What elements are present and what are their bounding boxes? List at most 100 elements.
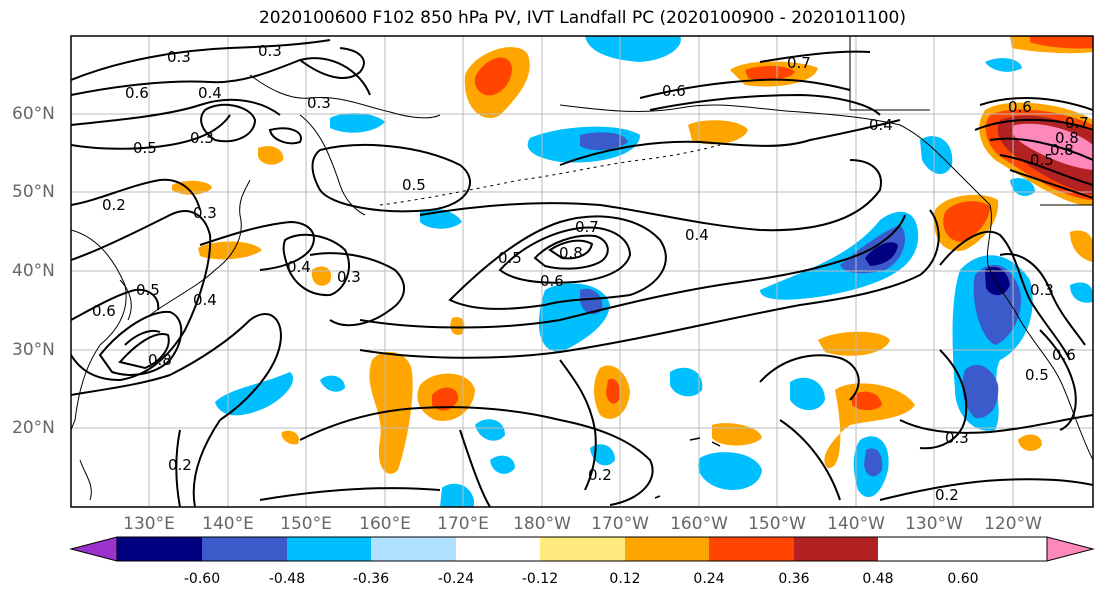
contour-label: 0.8 — [1055, 129, 1079, 147]
colorbar-swatch — [709, 537, 794, 561]
lon-label: 170°E — [437, 514, 489, 534]
contour-line — [759, 354, 860, 401]
contour-line — [419, 159, 882, 232]
contour-line — [974, 118, 1093, 131]
pv-positive-core — [943, 201, 990, 242]
lon-label: 160°W — [670, 514, 728, 534]
contour-label: 0.8 — [559, 244, 583, 262]
contour-line — [71, 39, 331, 81]
contour-line — [919, 349, 968, 450]
contour-label: 0.7 — [787, 54, 811, 72]
pv-positive-blob — [369, 351, 413, 474]
colorbar-left-extension — [69, 536, 118, 562]
colorbar-tick-label: 0.24 — [693, 571, 725, 587]
contour-line — [779, 419, 841, 501]
contour-line — [498, 226, 632, 284]
colorbar-swatch — [456, 537, 540, 561]
contour-label: 0.3 — [190, 129, 214, 147]
contour-label: 0.6 — [92, 302, 116, 320]
contour-line — [71, 57, 371, 96]
pv-negative-core — [962, 365, 999, 419]
lon-label: 150°E — [280, 514, 332, 534]
contour-line — [1039, 329, 1077, 431]
contour-label: 0.2 — [102, 196, 126, 214]
lat-label: 30°N — [12, 340, 55, 360]
contour-line — [899, 414, 1093, 434]
contour-label: 0.3 — [1030, 281, 1054, 299]
pv-positive-core — [1030, 36, 1093, 49]
pv-negative-core — [580, 288, 603, 315]
lon-label: 160°E — [359, 514, 411, 534]
contour-line — [299, 406, 654, 506]
contour-line — [200, 103, 257, 143]
pv-positive-blob — [1018, 434, 1042, 452]
pv-positive-core — [852, 391, 882, 411]
lon-label: 150°W — [748, 514, 806, 534]
contour-line — [939, 230, 1071, 361]
contour-label: 0.7 — [575, 218, 599, 236]
lat-label: 60°N — [12, 104, 55, 124]
contour-label: 0.3 — [167, 48, 191, 66]
contour-label: 0.3 — [258, 42, 282, 60]
lon-label: 130°E — [123, 514, 175, 534]
contour-line — [71, 313, 282, 421]
pv-negative-blob — [760, 211, 919, 300]
pv-negative-blob — [790, 377, 825, 411]
pv-negative-blob — [1070, 282, 1093, 303]
contour-label: 0.5 — [402, 176, 426, 194]
colorbar-swatch — [625, 537, 709, 561]
contour-line — [559, 359, 597, 491]
contour-line — [1009, 169, 1093, 199]
colorbar-tick-label: -0.36 — [352, 571, 390, 587]
contour-label: 0.7 — [1065, 114, 1089, 132]
colorbar-swatch — [794, 537, 878, 561]
contour-line — [268, 127, 302, 145]
contour-line — [999, 253, 1086, 346]
contour-line — [533, 234, 609, 270]
contour-label: 0.3 — [307, 94, 331, 112]
contour-label: 0.4 — [685, 226, 709, 244]
pv-positive-core — [474, 57, 512, 96]
lat-label: 40°N — [12, 261, 55, 281]
contour-line — [999, 154, 1093, 186]
lon-label: 140°W — [827, 514, 885, 534]
colorbar-tick-label: -0.48 — [268, 571, 306, 587]
border-lines — [849, 36, 1093, 206]
pv-positive-blob — [198, 241, 262, 260]
lon-label: 170°W — [591, 514, 649, 534]
contour-line — [548, 239, 594, 260]
pv-negative-blob — [585, 36, 681, 62]
pv-negative-blob — [920, 136, 953, 175]
contour-label: 0.6 — [662, 82, 686, 100]
colorbar-tick-label: 0.12 — [609, 571, 641, 587]
contour-line — [282, 233, 350, 297]
contour-line — [759, 50, 871, 63]
contour-line — [192, 419, 221, 507]
philippines — [79, 459, 92, 501]
contour-line — [309, 252, 405, 327]
colorbar-swatch — [540, 537, 625, 561]
contour-label: 0.5 — [133, 139, 157, 157]
pv-positive-blob — [824, 383, 915, 469]
colorbar-swatch — [287, 537, 371, 561]
colorbar-tick-label: -0.60 — [183, 571, 221, 587]
contour-line — [879, 478, 1093, 501]
lat-label: 20°N — [12, 418, 55, 438]
pv-negative-blob — [475, 419, 505, 441]
hawaii — [654, 437, 721, 499]
figure-title: 2020100600 F102 850 hPa PV, IVT Landfall… — [258, 8, 906, 28]
pv-positive-blob — [1070, 230, 1093, 262]
pv-positive-blob — [712, 423, 762, 446]
contour-label: 0.3 — [193, 204, 217, 222]
contour-line — [71, 114, 231, 150]
contour-label: 0.4 — [287, 258, 311, 276]
contour-line — [649, 93, 881, 116]
contour-line — [299, 47, 365, 79]
contour-label: 0.2 — [935, 486, 959, 504]
contour-line — [124, 329, 161, 346]
pv-negative-blob — [330, 113, 385, 133]
lon-label: 180°W — [513, 514, 571, 534]
contour-line — [979, 97, 1093, 111]
contour-line — [71, 288, 160, 321]
